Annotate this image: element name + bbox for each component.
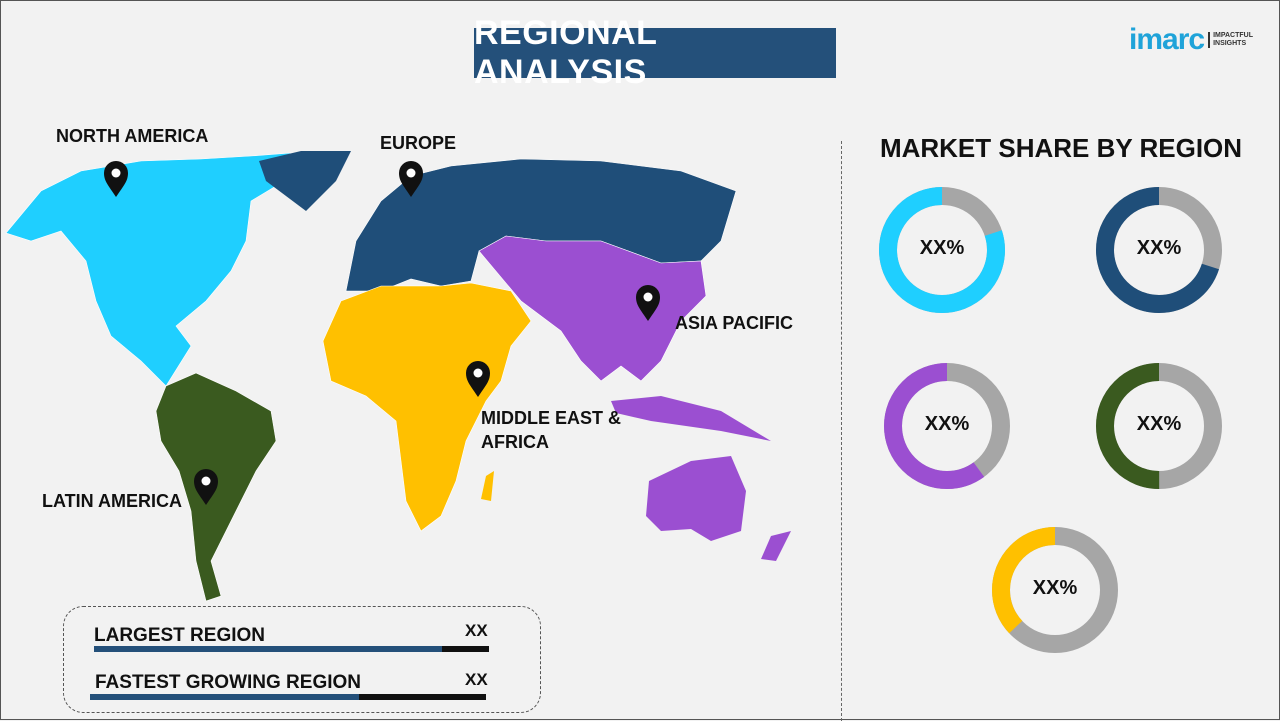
- label-asia-pacific: ASIA PACIFIC: [675, 313, 794, 333]
- donut-value: XX%: [1136, 237, 1182, 259]
- largest-region-bar: [94, 646, 489, 652]
- greenland: [259, 151, 351, 211]
- world-map: [5, 151, 791, 602]
- new-zealand: [761, 531, 791, 561]
- madagascar: [481, 471, 494, 501]
- donut-share-arc: [1096, 363, 1222, 489]
- donut-value: XX%: [924, 413, 970, 435]
- donut-value: XX%: [919, 237, 965, 259]
- summary-box: [63, 606, 541, 713]
- donut-chart: XX%: [1094, 185, 1224, 320]
- largest-region-value: XX: [465, 621, 488, 640]
- region-north-america: [5, 152, 292, 387]
- donut-chart: XX%: [882, 361, 1012, 496]
- indonesia: [611, 396, 771, 441]
- map-pin-icon: [466, 361, 490, 397]
- donut-share-arc: [1096, 187, 1222, 313]
- label-middle-east-africa: MIDDLE EAST & AFRICA: [481, 408, 622, 452]
- market-share-title: MARKET SHARE BY REGION: [879, 133, 1243, 163]
- donut-share-arc: [879, 187, 1005, 313]
- map-pin-icon: [636, 285, 660, 321]
- map-pin-icon: [399, 161, 423, 197]
- donut-chart: XX%: [877, 185, 1007, 320]
- fastest-region-label: FASTEST GROWING REGION: [95, 672, 362, 693]
- label-europe: EUROPE: [380, 133, 457, 153]
- donut-chart: XX%: [990, 525, 1120, 660]
- region-middle-east-africa: [322, 282, 532, 532]
- logo-brand: imarc: [1129, 23, 1205, 56]
- donut-chart: XX%: [1094, 361, 1224, 496]
- divider: [841, 141, 842, 721]
- map-pin-icon: [104, 161, 128, 197]
- map-pin-icon: [194, 469, 218, 505]
- donut-share-arc: [884, 363, 1010, 489]
- page-title: REGIONAL ANALYSIS: [474, 14, 836, 91]
- largest-region-label: LARGEST REGION: [94, 625, 266, 646]
- region-asia-pacific: [478, 235, 707, 382]
- donut-value: XX%: [1136, 413, 1182, 435]
- label-north-america: NORTH AMERICA: [56, 126, 209, 146]
- logo-tagline: IMPACTFUL INSIGHTS: [1208, 32, 1257, 48]
- donut-value: XX%: [1032, 577, 1078, 599]
- label-latin-america: LATIN AMERICA: [42, 491, 182, 511]
- donut-share-arc: [992, 527, 1118, 653]
- australia: [646, 456, 746, 541]
- fastest-region-bar: [90, 694, 486, 700]
- fastest-region-value: XX: [465, 670, 488, 689]
- imarc-logo: imarc IMPACTFUL INSIGHTS: [1129, 23, 1257, 57]
